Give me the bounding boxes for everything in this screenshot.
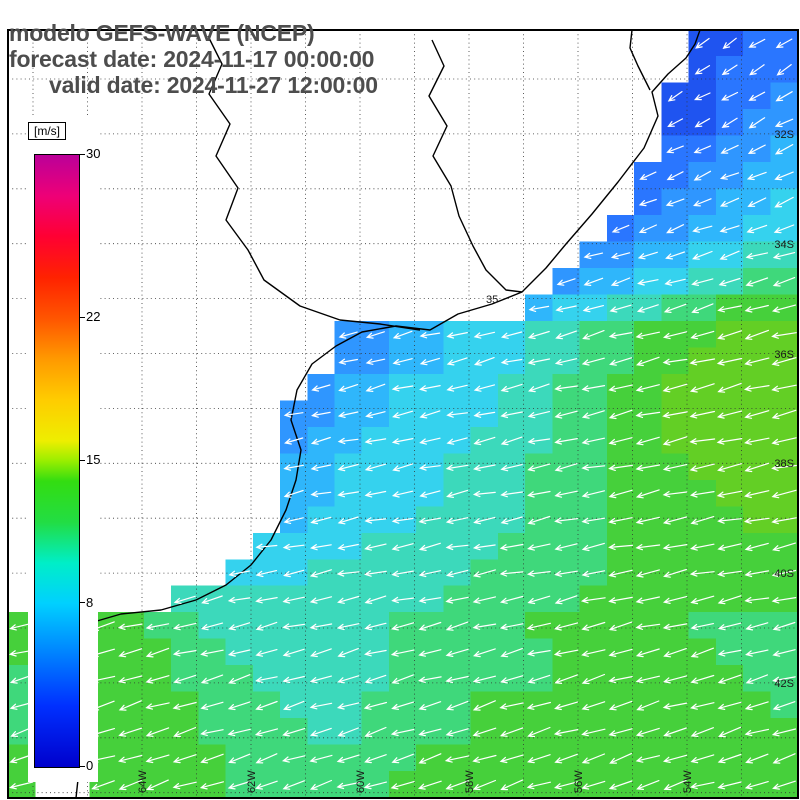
lat-label: 32S: [774, 129, 794, 141]
forecast-date: forecast date: 2024-11-17 00:00:00: [9, 46, 375, 72]
lat-label: 36S: [774, 349, 794, 361]
lon-label: 54W: [682, 770, 694, 793]
wind-arrows: [8, 37, 797, 791]
colorbar-tick-mark: [79, 602, 85, 604]
axis-labels: 32S 34S 36S 38S 40S 42S 64W 62W 60W 58W 56W 54W 35: [137, 129, 794, 793]
lat-label: 38S: [774, 458, 794, 470]
valid-date: valid date: 2024-11-27 12:00:00: [49, 72, 378, 98]
colorbar-tick-mark: [79, 153, 85, 155]
model-title: modelo GEFS-WAVE (NCEP): [9, 20, 315, 46]
colorbar-ticks: 30 22 15 8 0: [28, 118, 101, 782]
grid-lines: [8, 30, 798, 798]
lat-label: 34S: [774, 239, 794, 251]
colorbar: [m/s] 30 22 15 8 0: [28, 118, 101, 782]
colorbar-unit-label: [m/s]: [28, 122, 66, 140]
colorbar-gradient: [34, 154, 80, 768]
plot-frame: [7, 29, 799, 799]
colorbar-tick-label: 8: [86, 594, 94, 610]
title-block: modelo GEFS-WAVE (NCEP) forecast date: 2…: [9, 20, 378, 98]
colorbar-tick-label: 22: [86, 309, 101, 325]
lon-label: 56W: [573, 770, 585, 793]
lon-label: 60W: [355, 770, 367, 793]
lon-label: 58W: [464, 770, 476, 793]
lon-label: 64W: [137, 770, 149, 793]
colorbar-tick-label: 15: [86, 452, 101, 467]
field-cells: [7, 29, 799, 799]
lat-label: 42S: [774, 678, 794, 690]
grid-inline-label: 35: [486, 294, 498, 306]
colorbar-tick-mark: [79, 765, 85, 767]
colorbar-tick-label: 0: [86, 758, 94, 773]
colorbar-tick-mark: [79, 316, 85, 318]
colorbar-tick-label: 30: [86, 146, 101, 161]
lat-label: 40S: [774, 568, 794, 580]
colorbar-tick-mark: [79, 459, 85, 461]
lon-label: 62W: [246, 770, 258, 793]
